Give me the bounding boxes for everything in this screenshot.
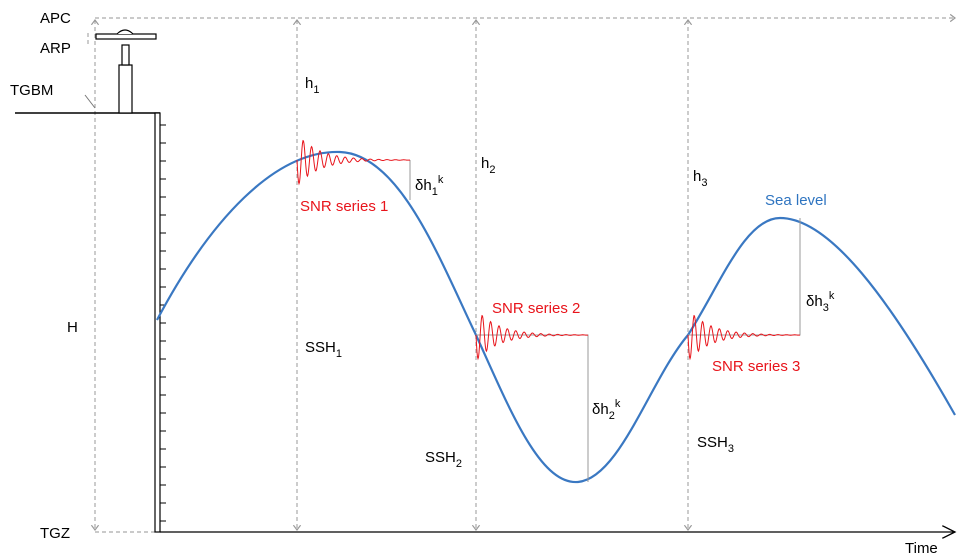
ssh-label: SSH3 xyxy=(697,434,734,455)
range-label: h1 xyxy=(305,75,319,96)
tgz-label: TGZ xyxy=(40,525,70,542)
ssh-label: SSH1 xyxy=(305,339,342,360)
offset-line xyxy=(476,334,589,482)
snr-label: SNR series 3 xyxy=(712,358,800,375)
snr-waveforms xyxy=(296,139,801,361)
snr-waveform xyxy=(475,314,589,361)
x-axis-label: Time xyxy=(905,540,938,557)
sea-level-curve xyxy=(156,150,956,484)
offset-line xyxy=(688,218,801,336)
tgbm-label: TGBM xyxy=(10,82,53,99)
ssh-label: SSH2 xyxy=(425,449,462,470)
offset-label: δh3k xyxy=(806,290,835,314)
offset-label: δh1k xyxy=(415,174,444,198)
tide-staff xyxy=(154,112,161,533)
offset-label: δh2k xyxy=(592,398,621,422)
range-label: h3 xyxy=(693,168,707,189)
gnss-antenna xyxy=(95,29,157,114)
snr-label: SNR series 2 xyxy=(492,300,580,317)
range-label: h2 xyxy=(481,155,495,176)
snr-waveform xyxy=(687,314,801,361)
sea-level-label: Sea level xyxy=(765,192,827,209)
apc-label: APC xyxy=(40,10,71,27)
tgbm-pointer xyxy=(84,94,96,109)
h-label: H xyxy=(67,319,78,336)
arp-label: ARP xyxy=(40,40,71,57)
snr-label: SNR series 1 xyxy=(300,198,388,215)
staff-ticks xyxy=(160,124,166,522)
snr-waveform xyxy=(296,139,411,186)
